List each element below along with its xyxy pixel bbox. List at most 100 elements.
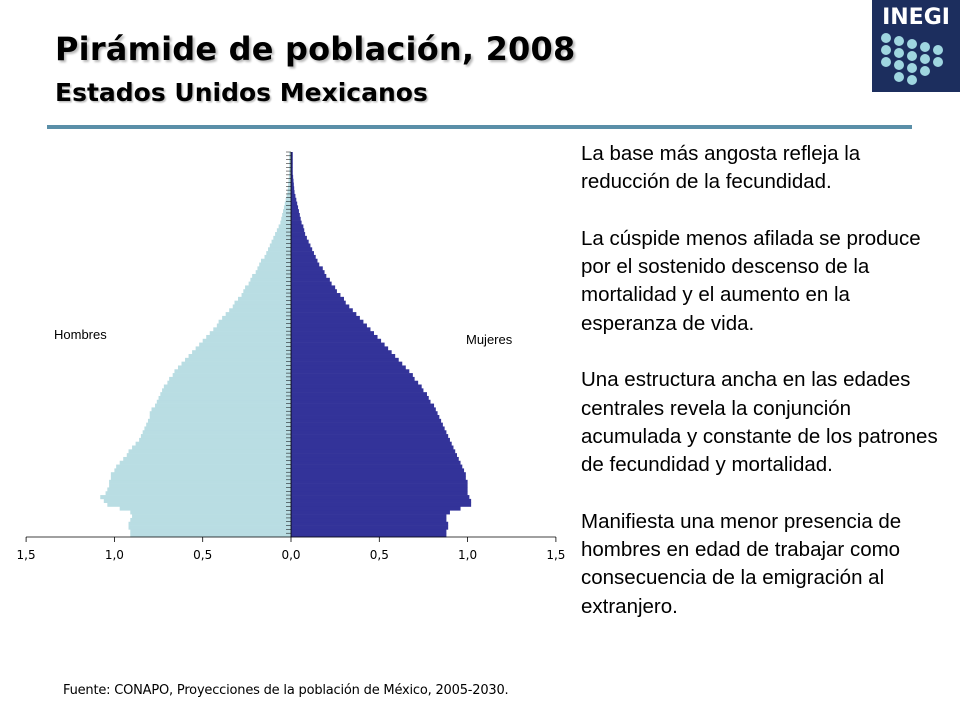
bars-hombres: [100, 152, 292, 538]
bar-hombres: [130, 517, 291, 523]
bar-mujeres: [291, 453, 457, 458]
bar-hombres: [266, 251, 291, 256]
bar-hombres: [140, 434, 291, 439]
bar-hombres: [114, 468, 292, 473]
bar-hombres: [271, 239, 291, 244]
bar-hombres: [142, 430, 291, 435]
bar-hombres: [283, 209, 291, 214]
bar-mujeres: [291, 277, 330, 282]
bar-hombres: [130, 529, 291, 534]
bar-mujeres: [291, 388, 424, 393]
x-tick-label: 1,0: [458, 548, 477, 562]
bar-hombres: [163, 384, 291, 389]
bar-hombres: [149, 415, 291, 420]
bar-hombres: [243, 289, 291, 294]
logo-dots: [881, 33, 943, 85]
bar-mujeres: [291, 403, 435, 408]
bar-mujeres: [291, 331, 374, 336]
bar-mujeres: [291, 498, 472, 503]
note-paragraph: La base más angosta refleja la reducción…: [581, 142, 861, 194]
bar-mujeres: [291, 289, 337, 294]
bar-mujeres: [291, 437, 450, 442]
x-tick-label: 1,0: [105, 548, 124, 562]
bar-mujeres: [291, 441, 452, 446]
bar-mujeres: [291, 209, 299, 214]
bar-hombres: [135, 441, 291, 446]
bar-hombres: [248, 281, 291, 286]
bar-mujeres: [291, 376, 415, 382]
bar-hombres: [195, 346, 291, 351]
bar-hombres: [245, 285, 291, 290]
note-paragraph: Una estructura ancha en las edades centr…: [581, 368, 938, 477]
bar-mujeres: [291, 239, 309, 244]
bar-hombres: [218, 319, 291, 324]
bar-hombres: [160, 392, 291, 397]
bar-mujeres: [291, 399, 431, 404]
bar-mujeres: [291, 304, 350, 309]
bar-hombres: [188, 354, 291, 359]
bar-hombres: [144, 426, 291, 431]
logo-dot: [907, 75, 917, 85]
logo-dot: [894, 36, 904, 46]
bar-mujeres: [291, 468, 465, 473]
bar-mujeres: [291, 418, 442, 423]
bar-hombres: [232, 304, 291, 309]
bar-hombres: [132, 445, 291, 450]
bar-mujeres: [291, 521, 449, 526]
bar-mujeres: [291, 171, 293, 176]
bar-mujeres: [291, 529, 447, 534]
bar-hombres: [156, 399, 291, 404]
bar-mujeres: [291, 491, 468, 496]
bar-hombres: [130, 510, 291, 515]
bar-mujeres: [291, 167, 293, 172]
bar-hombres: [241, 293, 291, 298]
bar-mujeres: [291, 464, 463, 469]
bar-hombres: [149, 411, 291, 416]
bar-hombres: [119, 506, 291, 511]
bar-mujeres: [291, 487, 468, 492]
bar-hombres: [216, 323, 291, 328]
bar-hombres: [110, 476, 292, 481]
bar-hombres: [162, 388, 291, 393]
bar-hombres: [238, 296, 291, 301]
logo-dot: [933, 57, 943, 67]
bar-mujeres: [291, 270, 325, 275]
bar-mujeres: [291, 258, 318, 263]
bar-hombres: [151, 407, 291, 412]
bar-mujeres: [291, 495, 470, 500]
logo-dot: [894, 72, 904, 82]
bar-hombres: [146, 422, 291, 427]
bar-mujeres: [291, 422, 443, 427]
bar-mujeres: [291, 182, 294, 187]
bar-mujeres: [291, 342, 385, 347]
bar-mujeres: [291, 224, 304, 229]
bar-mujeres: [291, 476, 466, 481]
logo-dot: [920, 54, 930, 64]
bar-hombres: [287, 186, 291, 191]
note-paragraph: La cúspide menos afilada se produce por …: [581, 226, 921, 335]
bar-mujeres: [291, 247, 313, 252]
bar-mujeres: [291, 338, 382, 343]
bar-mujeres: [291, 327, 371, 332]
bar-mujeres: [291, 361, 403, 366]
bar-mujeres: [291, 243, 311, 248]
x-axis: 1,5 1,0 0,5 0,0 0,5 1,0 1,5: [17, 536, 565, 562]
bar-mujeres: [291, 201, 298, 206]
page-title: Pirámide de población, 2008: [55, 30, 576, 68]
bar-hombres: [103, 498, 291, 503]
bar-mujeres: [291, 262, 320, 267]
bar-mujeres: [291, 445, 454, 450]
bar-mujeres: [291, 472, 466, 477]
bar-mujeres: [291, 174, 294, 179]
bar-mujeres: [291, 254, 316, 260]
source-note: Fuente: CONAPO, Proyecciones de la pobla…: [63, 683, 509, 698]
bar-mujeres: [291, 479, 468, 484]
bar-hombres: [264, 254, 291, 260]
x-tick-label: 0,5: [370, 548, 389, 562]
bar-mujeres: [291, 380, 419, 385]
x-tick-label: 0,5: [193, 548, 212, 562]
bar-hombres: [199, 342, 291, 347]
bar-mujeres: [291, 354, 396, 359]
bar-hombres: [128, 521, 291, 526]
bar-hombres: [181, 361, 291, 366]
